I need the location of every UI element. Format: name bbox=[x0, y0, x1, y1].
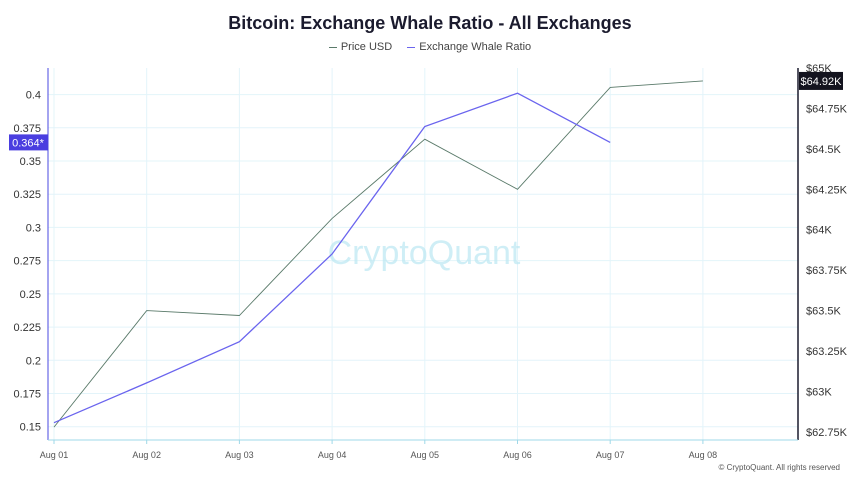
right-tick-label: $64.5K bbox=[806, 144, 842, 156]
left-tick-label: 0.15 bbox=[20, 422, 41, 434]
left-tick-label: 0.275 bbox=[13, 256, 41, 268]
x-tick-label: Aug 05 bbox=[411, 450, 440, 460]
watermark-text: CryptoQuant bbox=[328, 234, 521, 272]
legend-label-whale-ratio: Exchange Whale Ratio bbox=[419, 41, 532, 53]
chart-title: Bitcoin: Exchange Whale Ratio - All Exch… bbox=[228, 13, 632, 33]
left-tick-label: 0.25 bbox=[20, 289, 41, 301]
right-tick-label: $64.75K bbox=[806, 103, 848, 115]
left-tick-label: 0.35 bbox=[20, 156, 41, 168]
x-tick-label: Aug 08 bbox=[689, 450, 718, 460]
price-usd-line bbox=[53, 80, 703, 428]
whale-ratio-line bbox=[53, 92, 611, 424]
left-tick-label: 0.225 bbox=[13, 322, 41, 334]
right-tick-label: $64.25K bbox=[806, 184, 848, 196]
price-marker-bg bbox=[799, 71, 843, 90]
right-tick-label: $63K bbox=[806, 386, 832, 398]
x-tick-label: Aug 03 bbox=[225, 450, 254, 460]
right-tick-label: $62.75K bbox=[806, 427, 848, 439]
legend-item-whale-ratio[interactable]: Exchange Whale Ratio bbox=[407, 41, 531, 53]
chart-legend: Price USD Exchange Whale Ratio bbox=[0, 41, 860, 53]
x-tick-label: Aug 04 bbox=[318, 450, 347, 460]
right-tick-label: $63.25K bbox=[806, 346, 848, 358]
x-tick-label: Aug 06 bbox=[503, 450, 532, 460]
x-tick-label: Aug 07 bbox=[596, 450, 625, 460]
legend-label-price: Price USD bbox=[340, 41, 393, 53]
right-tick-label: $63.5K bbox=[806, 306, 842, 318]
left-tick-label: 0.375 bbox=[13, 123, 41, 135]
left-tick-label: 0.4 bbox=[26, 90, 41, 102]
legend-swatch-whale-ratio bbox=[407, 46, 416, 48]
whale-ratio-marker-label: 0.364* bbox=[12, 137, 45, 149]
whale-ratio-marker-bg bbox=[9, 134, 48, 151]
copyright-text: © CryptoQuant. All rights reserved bbox=[718, 463, 841, 472]
left-tick-label: 0.2 bbox=[26, 355, 41, 367]
left-tick-label: 0.325 bbox=[13, 189, 41, 201]
right-tick-label: $64K bbox=[806, 225, 832, 237]
legend-item-price[interactable]: Price USD bbox=[328, 41, 393, 53]
legend-swatch-price bbox=[328, 46, 337, 48]
left-tick-label: 0.175 bbox=[13, 389, 41, 401]
left-tick-label: 0.3 bbox=[26, 222, 41, 234]
right-tick-label: $63.75K bbox=[806, 265, 848, 277]
x-tick-label: Aug 01 bbox=[40, 450, 69, 460]
x-tick-label: Aug 02 bbox=[132, 450, 161, 460]
price-marker-label: $64.92K bbox=[801, 76, 843, 88]
